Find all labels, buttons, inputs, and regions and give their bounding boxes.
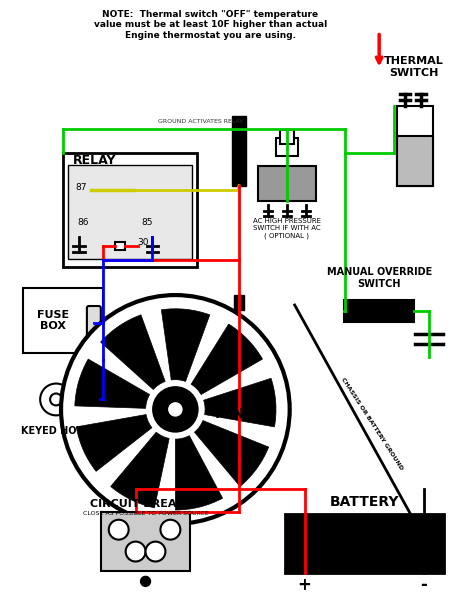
Bar bbox=[23, 288, 103, 352]
Text: 85: 85 bbox=[142, 218, 153, 227]
Text: AC HIGH PRESSURE
SWITCH IF WITH AC
( OPTIONAL ): AC HIGH PRESSURE SWITCH IF WITH AC ( OPT… bbox=[253, 218, 321, 238]
Circle shape bbox=[167, 402, 183, 417]
Circle shape bbox=[109, 520, 128, 539]
Bar bbox=[115, 242, 125, 250]
Wedge shape bbox=[76, 414, 152, 471]
Circle shape bbox=[146, 542, 165, 562]
Text: 87: 87 bbox=[75, 183, 87, 192]
Circle shape bbox=[40, 384, 72, 416]
Bar bbox=[397, 106, 433, 186]
Text: CIRCUIT BREAKER: CIRCUIT BREAKER bbox=[90, 499, 201, 509]
Circle shape bbox=[61, 295, 290, 524]
Wedge shape bbox=[204, 378, 276, 427]
Circle shape bbox=[154, 387, 197, 432]
Bar bbox=[82, 389, 86, 395]
Text: +: + bbox=[298, 576, 311, 595]
Bar bbox=[397, 136, 433, 186]
Bar bbox=[234, 295, 244, 310]
Text: RELAY: RELAY bbox=[73, 154, 117, 167]
Circle shape bbox=[126, 542, 146, 562]
Bar bbox=[68, 165, 192, 259]
Text: MANUAL OVERRIDE
SWITCH: MANUAL OVERRIDE SWITCH bbox=[327, 267, 432, 289]
Text: -: - bbox=[420, 576, 428, 595]
Wedge shape bbox=[194, 421, 269, 487]
Text: CHASSIS OR BATTERY GROUND: CHASSIS OR BATTERY GROUND bbox=[340, 377, 404, 471]
Bar bbox=[63, 153, 197, 267]
Text: FAN: FAN bbox=[215, 408, 245, 421]
Text: 30: 30 bbox=[137, 238, 148, 247]
Wedge shape bbox=[161, 309, 210, 381]
Bar bbox=[72, 395, 100, 405]
Bar bbox=[258, 166, 316, 200]
Bar bbox=[276, 138, 298, 156]
Bar bbox=[285, 514, 444, 573]
Wedge shape bbox=[111, 432, 169, 508]
Text: BATTERY: BATTERY bbox=[329, 495, 399, 509]
Bar bbox=[232, 116, 246, 186]
Text: THERMAL
SWITCH: THERMAL SWITCH bbox=[384, 56, 444, 78]
Text: 86: 86 bbox=[77, 218, 89, 227]
Bar bbox=[101, 512, 190, 571]
Bar bbox=[89, 389, 93, 395]
Bar bbox=[280, 130, 294, 144]
Wedge shape bbox=[75, 359, 150, 408]
FancyBboxPatch shape bbox=[87, 306, 101, 340]
Bar bbox=[345, 300, 414, 322]
Circle shape bbox=[50, 394, 62, 405]
Text: FUSE
BOX: FUSE BOX bbox=[37, 310, 69, 331]
Circle shape bbox=[141, 576, 151, 587]
Wedge shape bbox=[175, 436, 223, 510]
Text: NOTE:  Thermal switch "OFF" temperature
value must be at least 10F higher than a: NOTE: Thermal switch "OFF" temperature v… bbox=[93, 10, 327, 40]
Wedge shape bbox=[191, 324, 263, 395]
Text: CLOSE AS POSSIBLE TO POWER SOURCE: CLOSE AS POSSIBLE TO POWER SOURCE bbox=[82, 511, 209, 516]
Wedge shape bbox=[100, 315, 165, 389]
Text: KEYED HOT ( + ): KEYED HOT ( + ) bbox=[21, 426, 111, 436]
Text: GROUND ACTIVATES RELAY: GROUND ACTIVATES RELAY bbox=[158, 119, 243, 124]
Circle shape bbox=[161, 520, 180, 539]
